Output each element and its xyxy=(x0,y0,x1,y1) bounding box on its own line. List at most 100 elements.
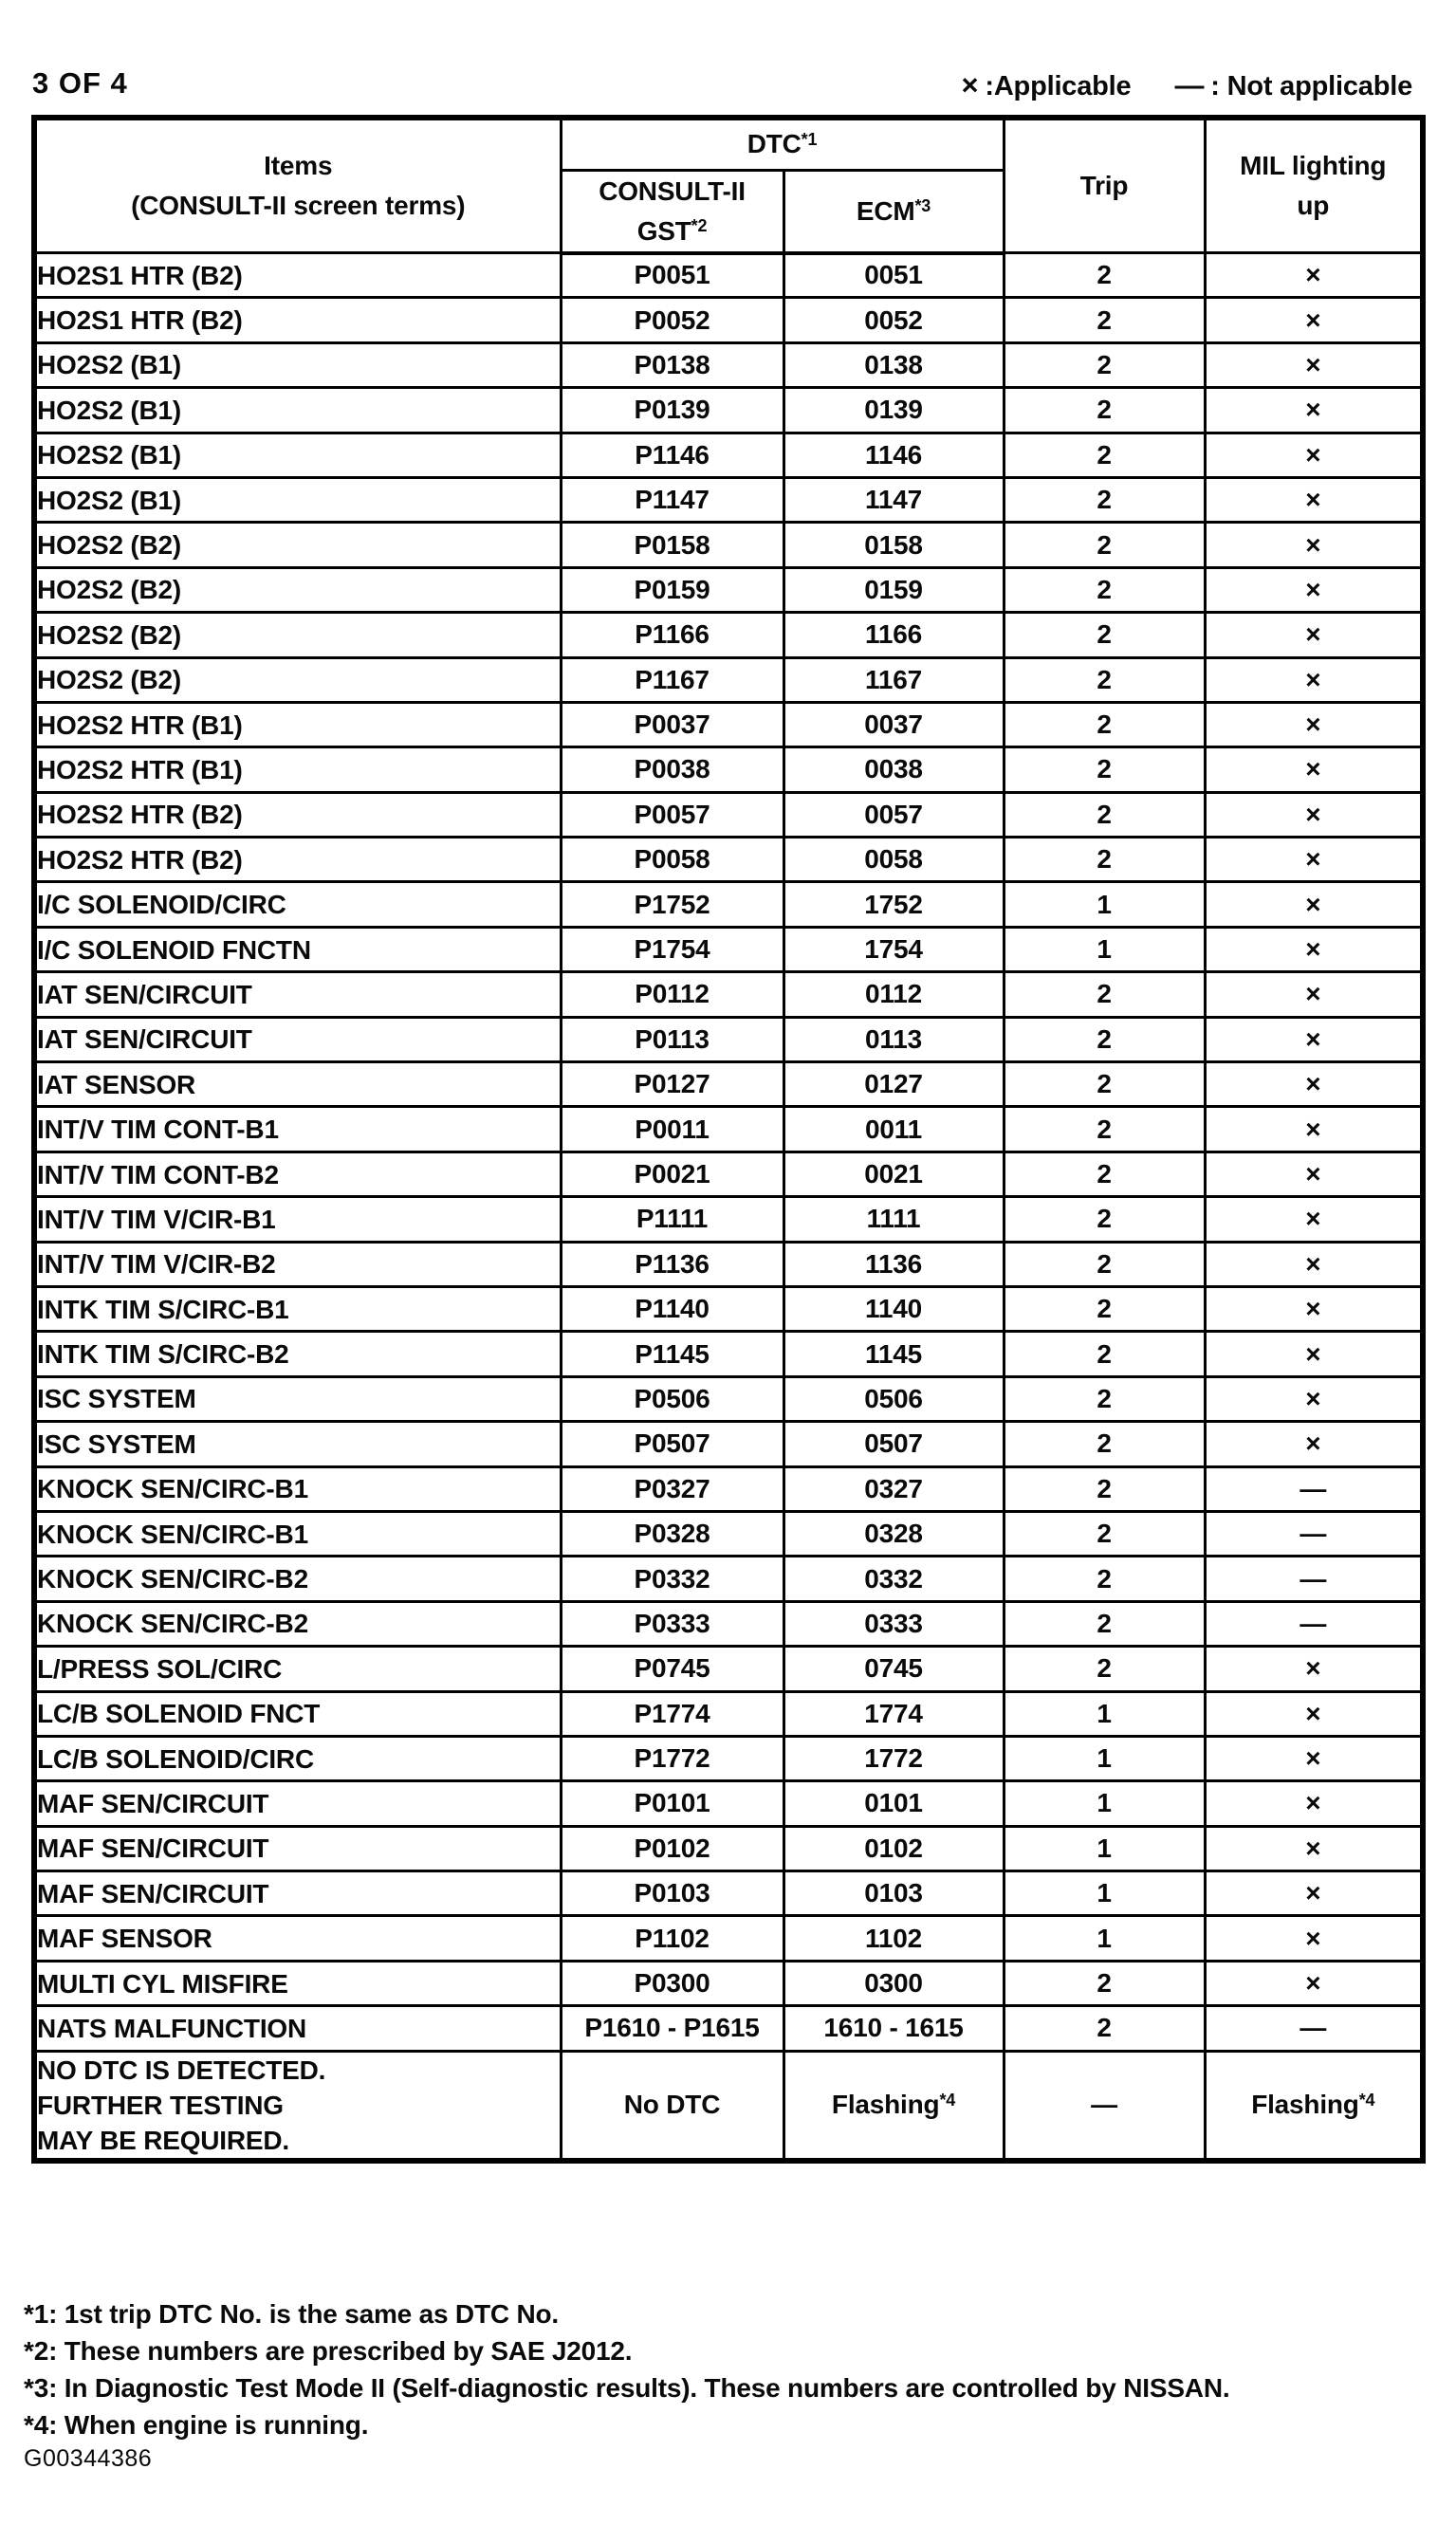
table-row: INT/V TIM CONT-B2 P0021 0021 2 × xyxy=(32,1150,1425,1199)
item-cell: HO2S2 (B1) xyxy=(32,431,562,479)
item-label: I/C SOLENOID/CIRC xyxy=(37,890,286,920)
col-header-trip-label: Trip xyxy=(1079,171,1129,200)
consult-gst-cell: P0139 xyxy=(559,386,785,434)
item-cell: I/C SOLENOID/CIRC xyxy=(32,880,562,929)
ecm-cell: 1140 xyxy=(782,1284,1005,1334)
mil-status: × xyxy=(1305,1923,1321,1953)
item-label: L/PRESS SOL/CIRC xyxy=(37,1653,283,1684)
ecm-cell: 1136 xyxy=(782,1240,1005,1288)
gst-code: P0127 xyxy=(634,1069,710,1099)
table-row: HO2S2 (B2) P0159 0159 2 × xyxy=(32,565,1425,615)
consult-gst-line1: CONSULT-II xyxy=(599,175,746,206)
gst-code: P1752 xyxy=(634,889,710,919)
mil-cell: × xyxy=(1203,655,1425,704)
mil-status: × xyxy=(1305,1968,1321,1999)
ecm-code: 0139 xyxy=(864,395,923,425)
item-label: INTK TIM S/CIRC-B2 xyxy=(37,1339,289,1370)
trip-count: 1 xyxy=(1097,1878,1112,1908)
item-cell: ISC SYSTEM xyxy=(32,1420,562,1468)
gst-code: P1140 xyxy=(635,1294,710,1324)
item-label: KNOCK SEN/CIRC-B2 xyxy=(37,1609,308,1639)
ecm-code: 0138 xyxy=(864,349,923,379)
mil-cell: — xyxy=(1203,1509,1425,1558)
table-row: HO2S2 (B1) P0139 0139 2 × xyxy=(32,386,1425,434)
table-row: HO2S2 HTR (B1) P0038 0038 2 × xyxy=(32,746,1425,794)
mil-cell: × xyxy=(1203,250,1425,300)
trip-cell: 2 xyxy=(1002,1509,1207,1558)
mil-cell: Flashing*4 xyxy=(1203,2049,1425,2163)
mil-status: × xyxy=(1305,844,1321,875)
ecm-code: 0127 xyxy=(864,1069,923,1099)
item-label: MAF SEN/CIRCUIT xyxy=(37,1878,269,1908)
ecm-code: 1754 xyxy=(864,934,923,965)
trip-cell: — xyxy=(1002,2049,1207,2163)
mil-status: × xyxy=(1305,1159,1321,1189)
ecm-cell: 0021 xyxy=(782,1150,1005,1199)
ecm-cell: 1754 xyxy=(782,925,1005,974)
trip-count: 2 xyxy=(1097,1383,1112,1413)
consult-gst-cell: P0051 xyxy=(559,250,785,300)
mil-cell: × xyxy=(1203,746,1425,794)
consult-gst-cell: P0038 xyxy=(559,746,785,794)
item-label: IAT SEN/CIRCUIT xyxy=(37,1024,252,1055)
gst-code: P0333 xyxy=(634,1608,710,1638)
ecm-footnote-ref: *4 xyxy=(939,2090,956,2110)
table-row: HO2S2 (B2) P1166 1166 2 × xyxy=(32,611,1425,659)
ecm-cell: 0113 xyxy=(782,1015,1005,1064)
mil-status: — xyxy=(1299,1473,1327,1503)
table-row: INT/V TIM V/CIR-B2 P1136 1136 2 × xyxy=(32,1240,1425,1288)
gst-code: P0011 xyxy=(635,1114,710,1144)
trip-cell: 2 xyxy=(1002,1555,1207,1603)
item-label: HO2S2 (B1) xyxy=(37,350,182,380)
trip-cell: 2 xyxy=(1002,1284,1207,1334)
gst-code: No DTC xyxy=(623,2090,721,2120)
trip-count: 2 xyxy=(1097,664,1112,694)
mil-status: × xyxy=(1305,1294,1321,1324)
mil-cell: × xyxy=(1203,1150,1425,1199)
gst-code: P1145 xyxy=(635,1338,710,1369)
mil-cell: × xyxy=(1203,296,1425,344)
item-label: INTK TIM S/CIRC-B1 xyxy=(37,1294,289,1324)
consult-gst-cell: P0332 xyxy=(559,1555,785,1603)
mil-status: × xyxy=(1305,304,1321,335)
gst-code: P1111 xyxy=(636,1204,709,1234)
gst-code: P0327 xyxy=(634,1473,710,1503)
ecm-code: 0038 xyxy=(864,754,923,784)
mil-cell: × xyxy=(1203,1195,1425,1244)
mil-cell: — xyxy=(1203,1599,1425,1649)
ecm-code: 0052 xyxy=(864,304,923,335)
mil-cell: × xyxy=(1203,1645,1425,1693)
footnote: *2: These numbers are prescribed by SAE … xyxy=(24,2336,633,2366)
item-cell: HO2S2 (B1) xyxy=(32,341,562,390)
trip-cell: 2 xyxy=(1002,1195,1207,1244)
table-row: MAF SEN/CIRCUIT P0102 0102 1 × xyxy=(32,1824,1425,1873)
mil-cell: × xyxy=(1203,880,1425,929)
item-cell: MAF SEN/CIRCUIT xyxy=(32,1824,562,1873)
mil-status: × xyxy=(1305,619,1321,650)
ecm-code: 0332 xyxy=(864,1563,923,1594)
trip-count: 2 xyxy=(1097,1248,1112,1279)
ecm-code: 0011 xyxy=(865,1114,922,1144)
trip-cell: 2 xyxy=(1002,250,1207,300)
table-row: HO2S2 HTR (B2) P0057 0057 2 × xyxy=(32,790,1425,839)
mil-cell: × xyxy=(1203,970,1425,1019)
consult-gst-cell: P1610 - P1615 xyxy=(559,2004,785,2053)
trip-count: 2 xyxy=(1097,1114,1112,1144)
ecm-code: 1140 xyxy=(865,1294,922,1324)
table-row: KNOCK SEN/CIRC-B1 P0328 0328 2 — xyxy=(32,1509,1425,1558)
trip-count: 2 xyxy=(1097,844,1112,875)
mil-status: Flashing xyxy=(1251,2090,1359,2120)
item-cell: IAT SEN/CIRCUIT xyxy=(32,1015,562,1064)
trip-cell: 2 xyxy=(1002,746,1207,794)
mil-cell: — xyxy=(1203,2004,1425,2053)
ecm-cell: 0138 xyxy=(782,341,1005,390)
item-label: INT/V TIM CONT-B1 xyxy=(37,1115,279,1145)
ecm-code: 1774 xyxy=(864,1698,923,1728)
ecm-code: 1772 xyxy=(864,1743,923,1774)
mil-status: × xyxy=(1305,1878,1321,1908)
trip-cell: 1 xyxy=(1002,1914,1207,1963)
gst-code: P0021 xyxy=(634,1159,710,1189)
trip-count: 2 xyxy=(1097,260,1112,290)
trip-cell: 2 xyxy=(1002,565,1207,615)
item-cell: HO2S2 (B1) xyxy=(32,475,562,525)
